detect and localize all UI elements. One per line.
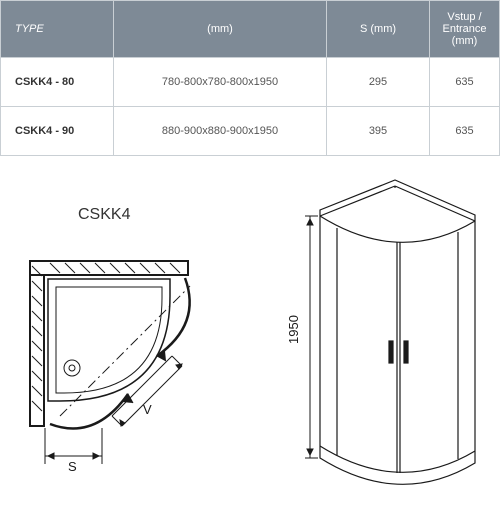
v-label: V	[143, 402, 152, 417]
table-header-row: TYPE (mm) S (mm) Vstup / Entrance (mm)	[1, 1, 500, 58]
spec-table: TYPE (mm) S (mm) Vstup / Entrance (mm) C…	[0, 0, 500, 156]
table-row: CSKK4 - 90 880-900x880-900x1950 395 635	[1, 107, 500, 156]
plan-view: CSKK4	[0, 166, 250, 506]
table-row: CSKK4 - 80 780-800x780-800x1950 295 635	[1, 58, 500, 107]
cell-entry: 635	[430, 107, 500, 156]
cell-type: CSKK4 - 90	[1, 107, 114, 156]
cell-entry: 635	[430, 58, 500, 107]
cell-dim: 780-800x780-800x1950	[114, 58, 327, 107]
col-type: TYPE	[1, 1, 114, 58]
cell-s: 295	[327, 58, 430, 107]
col-s: S (mm)	[327, 1, 430, 58]
s-label: S	[68, 459, 77, 474]
cell-dim: 880-900x880-900x1950	[114, 107, 327, 156]
elevation-view: 1950	[250, 166, 500, 506]
col-entry: Vstup / Entrance (mm)	[430, 1, 500, 58]
plan-title: CSKK4	[78, 206, 130, 224]
elevation-svg: 1950	[250, 166, 500, 506]
height-label: 1950	[286, 315, 301, 344]
col-dim: (mm)	[114, 1, 327, 58]
cell-s: 395	[327, 107, 430, 156]
cell-type: CSKK4 - 80	[1, 58, 114, 107]
